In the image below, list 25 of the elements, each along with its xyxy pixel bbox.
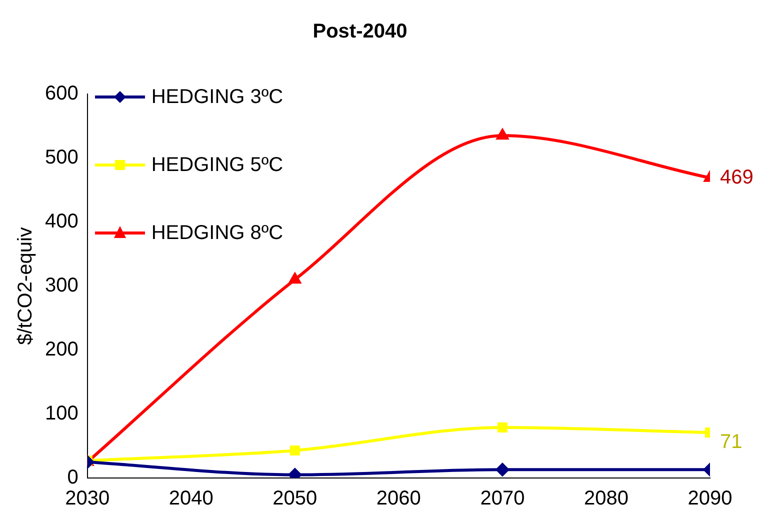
x-tick-label: 2060: [376, 488, 421, 510]
y-tick-label: 400: [44, 210, 78, 233]
y-axis-title: $/tCO2-equiv: [14, 227, 37, 345]
y-tick-label: 600: [44, 82, 78, 105]
x-tick-label: 2080: [584, 488, 628, 510]
legend-label: HEDGING 5ºC: [151, 154, 284, 176]
x-tick-label: 2040: [168, 488, 214, 510]
chart-title: Post-2040: [312, 20, 408, 43]
point: [289, 273, 301, 284]
y-tick-label: 100: [44, 402, 78, 425]
point: [496, 129, 508, 140]
point: [497, 422, 508, 432]
point: [290, 445, 300, 456]
y-tick-label: 200: [44, 338, 78, 361]
x-tick-label: 2090: [688, 488, 732, 510]
x-tick-label: 2050: [272, 488, 318, 510]
x-tick-label: 2030: [65, 488, 110, 510]
y-tick-label: 0: [67, 466, 78, 489]
data-label: 469: [720, 166, 754, 188]
legend-label: HEDGING 8ºC: [151, 222, 284, 244]
y-tick-label: 500: [44, 146, 78, 169]
data-label: 71: [720, 431, 742, 454]
x-tick-label: 2070: [480, 488, 525, 510]
legend-label: HEDGING 3ºC: [151, 86, 284, 108]
y-tick-label: 300: [44, 274, 78, 297]
